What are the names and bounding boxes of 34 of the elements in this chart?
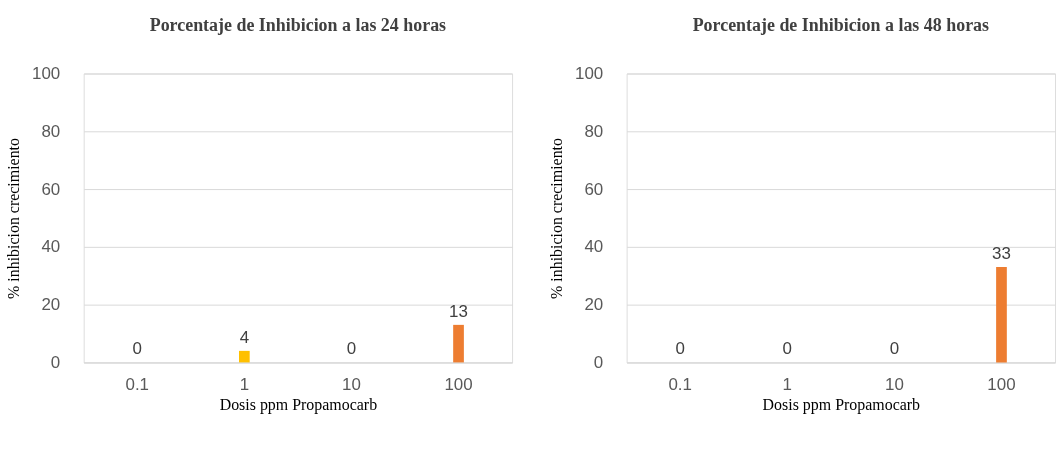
x-tick-label: 1 (782, 374, 792, 394)
y-tick-label: 60 (41, 179, 61, 199)
y-tick-label: 60 (584, 179, 604, 199)
x-tick-label: 100 (987, 374, 1016, 394)
y-tick-label: 0 (50, 352, 61, 372)
x-tick-label: 0.1 (668, 374, 692, 394)
y-tick-label: 100 (574, 63, 604, 83)
data-label: 0 (346, 339, 357, 359)
data-label: 0 (782, 339, 792, 359)
y-tick-label: 20 (584, 295, 604, 315)
data-label: 4 (239, 327, 250, 347)
x-axis-title: Dosis ppm Propamocarb (762, 395, 921, 414)
y-tick-label: 40 (41, 237, 61, 257)
y-tick-label: 40 (584, 237, 604, 257)
x-tick-label: 1 (239, 374, 250, 394)
x-tick-label: 100 (444, 374, 473, 394)
data-label: 13 (449, 301, 468, 321)
data-label: 0 (675, 339, 685, 359)
y-axis-title: % inhibicion crecimiento (5, 137, 23, 299)
y-tick-label: 100 (32, 63, 61, 83)
y-tick-label: 80 (584, 121, 604, 141)
data-label: 0 (889, 339, 900, 359)
data-label: 33 (992, 244, 1011, 264)
y-tick-label: 80 (41, 121, 61, 141)
x-axis-title: Dosis ppm Propamocarb (219, 395, 378, 414)
x-tick-label: 0.1 (125, 374, 149, 394)
x-tick-label: 10 (884, 374, 904, 394)
x-tick-label: 10 (342, 374, 361, 394)
chart-title: Porcentaje de Inhibicion a las 24 horas (149, 14, 447, 35)
y-axis-title: % inhibicion crecimiento (548, 137, 566, 299)
data-label: 0 (132, 339, 142, 359)
y-tick-label: 0 (593, 352, 604, 372)
chart-title: Porcentaje de Inhibicion a las 48 horas (692, 14, 990, 35)
y-tick-label: 20 (41, 295, 61, 315)
